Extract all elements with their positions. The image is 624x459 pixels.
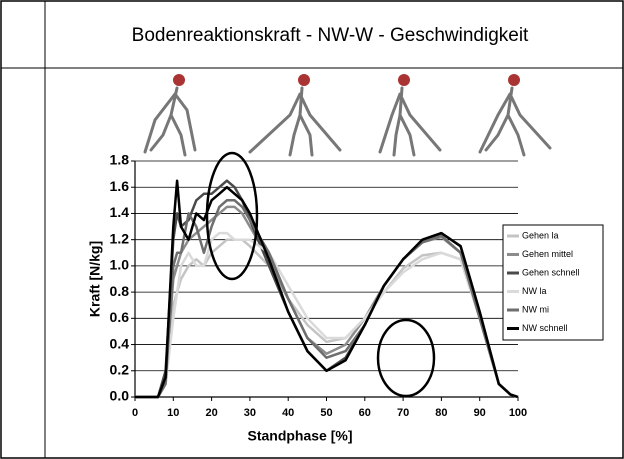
walker-figures — [143, 74, 552, 157]
y-tick-label: 1.4 — [110, 204, 130, 220]
annotation-ellipse — [205, 151, 259, 281]
x-tick-label: 20 — [205, 407, 217, 419]
x-tick-label: 60 — [359, 407, 371, 419]
series-line — [135, 179, 519, 399]
x-tick-label: 10 — [167, 407, 179, 419]
legend-label: NW la — [522, 286, 547, 296]
y-tick-label: 0.2 — [110, 361, 130, 377]
legend-box — [502, 224, 604, 341]
y-tick-label: 0.4 — [110, 335, 130, 351]
y-tick-label: 0.8 — [110, 283, 130, 299]
y-axis-label: Kraft [N/kg] — [87, 241, 103, 317]
x-tick-label: 100 — [509, 407, 527, 419]
x-axis-label: Standphase [%] — [247, 428, 352, 444]
x-tick-label: 30 — [244, 407, 256, 419]
y-tick-label: 1.0 — [110, 257, 130, 273]
annotation-ellipse — [376, 318, 436, 398]
legend-label: NW schnell — [522, 323, 568, 333]
x-tick-label: 40 — [282, 407, 294, 419]
x-tick-label: 90 — [474, 407, 486, 419]
y-tick-label: 0.6 — [110, 309, 130, 325]
legend-label: Gehen la — [522, 230, 559, 240]
y-tick-label: 1.8 — [110, 152, 130, 168]
legend-label: NW mi — [522, 304, 549, 314]
y-tick-label: 1.2 — [110, 230, 130, 246]
x-tick-label: 0 — [132, 407, 138, 419]
legend: Gehen la Gehen mittel Gehen schnell NW la NW… — [502, 224, 604, 341]
legend-label: Gehen mittel — [522, 249, 573, 259]
legend-label: Gehen schnell — [522, 267, 580, 277]
chart-title: Bodenreaktionskraft - NW-W - Geschwindig… — [132, 25, 529, 46]
series-line — [135, 231, 519, 399]
x-tick-label: 80 — [435, 407, 447, 419]
plot: 0.0 0.2 0.4 0.6 0.8 1.0 1.2 1.4 1.6 1.8 0 10 20 30 40 5… — [110, 152, 604, 419]
x-tick-label: 50 — [320, 407, 332, 419]
y-tick-label: 1.6 — [110, 178, 130, 194]
x-tick-label: 70 — [397, 407, 409, 419]
y-tick-label: 0.0 — [110, 388, 130, 404]
